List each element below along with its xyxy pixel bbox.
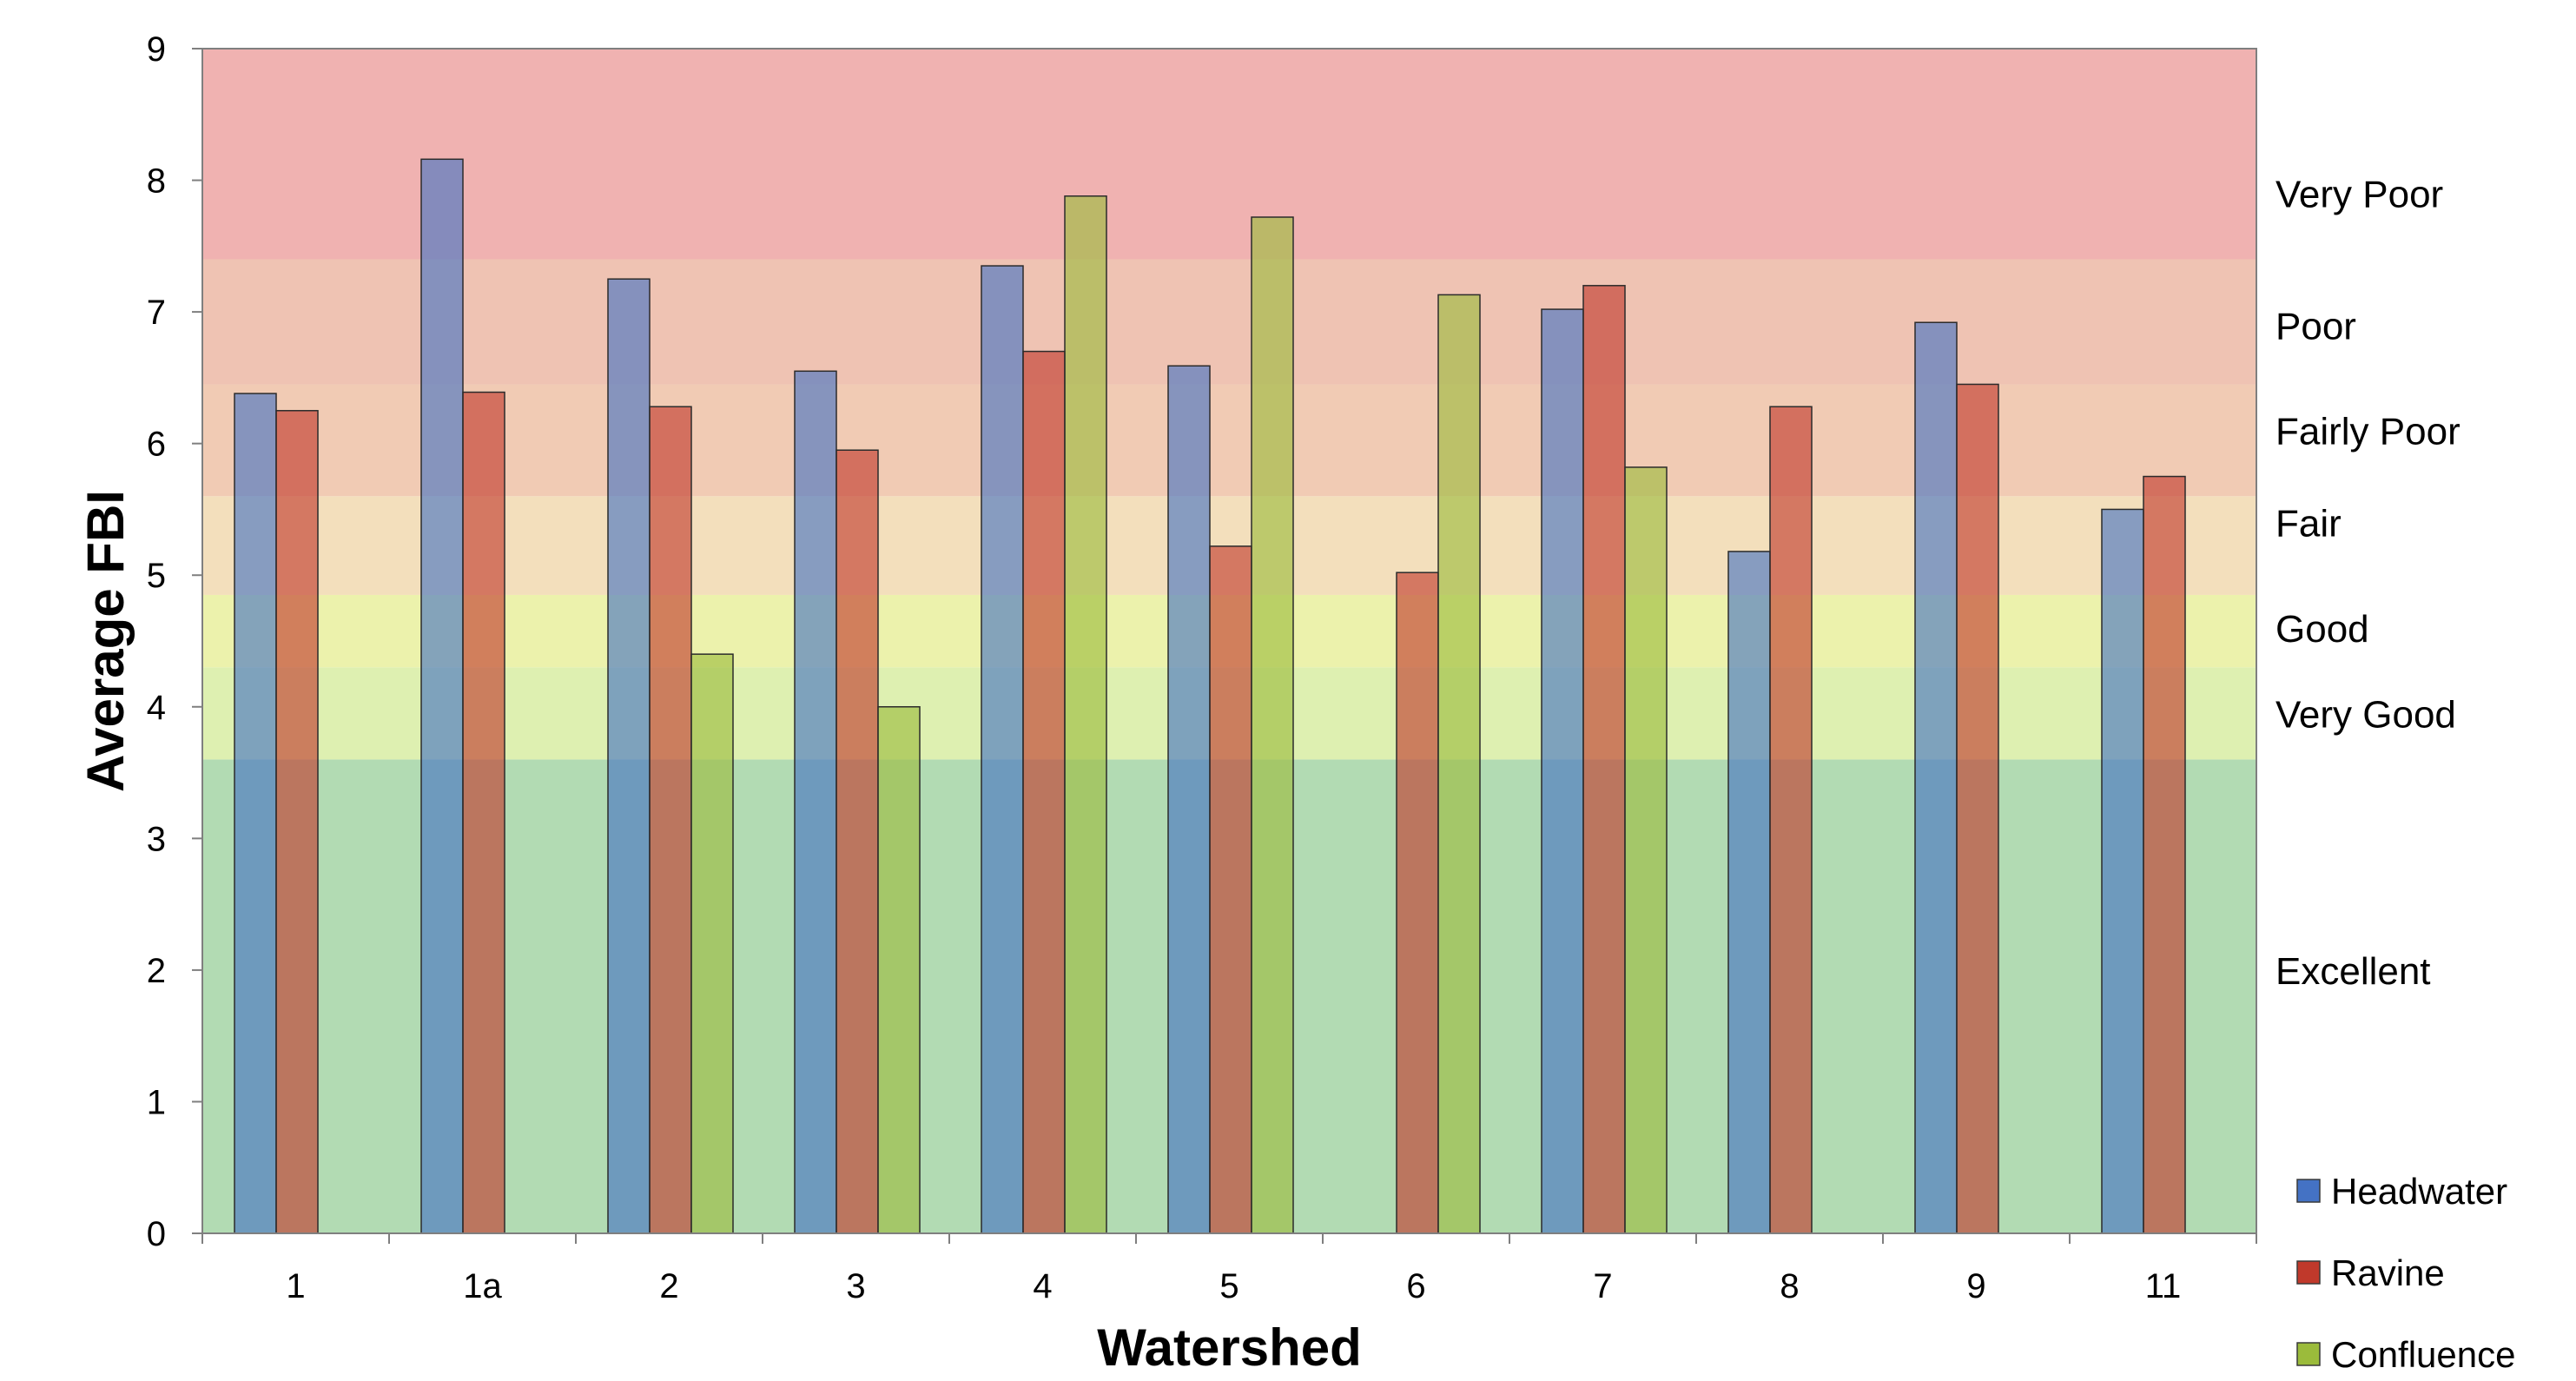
bar-headwater-11 [2101,508,2144,1234]
bar-confluence-2 [690,653,734,1234]
x-tick-label: 8 [1780,1267,1799,1305]
bar-confluence-4 [1064,195,1107,1234]
y-tick-label: 9 [147,30,166,69]
band-label-poor: Poor [2275,305,2356,347]
bar-headwater-3 [794,370,837,1234]
bar-confluence-5 [1251,216,1294,1234]
y-tick-label: 6 [147,426,166,464]
x-tick-label: 1a [463,1267,502,1305]
bar-ravine-2 [649,406,692,1234]
bar-headwater-5 [1167,365,1211,1234]
band-label-fair: Fair [2275,503,2342,545]
legend-label-headwater: Headwater [2331,1171,2507,1212]
legend-label-confluence: Confluence [2331,1334,2515,1375]
bar-confluence-7 [1624,466,1668,1234]
bar-ravine-3 [836,449,879,1234]
band-label-excellent: Excellent [2275,950,2431,993]
bar-ravine-5 [1209,545,1252,1234]
legend-label-ravine: Ravine [2331,1252,2445,1293]
band-label-very-poor: Very Poor [2275,174,2443,216]
x-tick-label: 2 [659,1267,678,1305]
legend-swatch-headwater [2296,1179,2321,1203]
y-tick-label: 3 [147,820,166,858]
x-tick-label: 7 [1593,1267,1612,1305]
y-tick-label: 4 [147,689,166,727]
band-label-very-good: Very Good [2275,693,2456,736]
band-poor [202,259,2256,385]
y-tick-label: 1 [147,1083,166,1121]
bar-confluence-6 [1437,294,1481,1234]
band-very-poor [202,49,2256,260]
bar-ravine-11 [2143,475,2186,1234]
bar-headwater-2 [607,278,651,1234]
x-tick-label: 3 [846,1267,865,1305]
y-tick-label: 8 [147,162,166,201]
bar-headwater-1 [234,393,277,1234]
legend-swatch-ravine [2296,1260,2321,1285]
x-tick-label: 4 [1033,1267,1052,1305]
bar-ravine-8 [1769,406,1813,1234]
x-tick-label: 5 [1219,1267,1238,1305]
bar-ravine-1a [462,391,505,1234]
band-fairly-poor [202,384,2256,497]
x-tick-label: 9 [1966,1267,1985,1305]
band-label-good: Good [2275,608,2369,651]
y-axis-title: Average FBI [76,490,135,792]
legend-swatch-confluence [2296,1342,2321,1366]
x-tick-label: 1 [286,1267,305,1305]
y-tick-label: 2 [147,952,166,990]
band-label-fairly-poor: Fairly Poor [2275,411,2460,453]
bar-ravine-6 [1396,572,1439,1234]
y-tick-label: 7 [147,294,166,332]
bar-ravine-1 [275,410,319,1234]
bar-headwater-4 [981,265,1024,1234]
axes [201,48,2257,1234]
bar-ravine-4 [1022,350,1066,1234]
x-tick-label: 11 [2145,1267,2182,1305]
x-axis-title: Watershed [1097,1318,1362,1377]
bar-ravine-9 [1956,383,1999,1234]
y-tick-label: 5 [147,557,166,595]
x-axis-ticks: 1 1a 2 3 4 5 6 7 8 9 11 [201,1233,2257,1305]
bar-headwater-8 [1727,551,1771,1234]
x-tick-label: 6 [1406,1267,1425,1305]
bar-ravine-7 [1582,285,1626,1234]
bar-confluence-3 [877,706,921,1234]
bar-headwater-9 [1914,321,1958,1234]
y-tick-label: 0 [147,1215,166,1253]
y-axis-ticks: 0 1 2 3 4 5 6 7 8 9 [147,30,202,1253]
bar-headwater-1a [420,158,464,1234]
legend: Headwater Ravine Confluence [2296,1171,2515,1375]
bar-headwater-7 [1541,308,1584,1234]
band-labels: Excellent Very Good Good Fair Fairly Poor Poo… [2275,174,2460,993]
